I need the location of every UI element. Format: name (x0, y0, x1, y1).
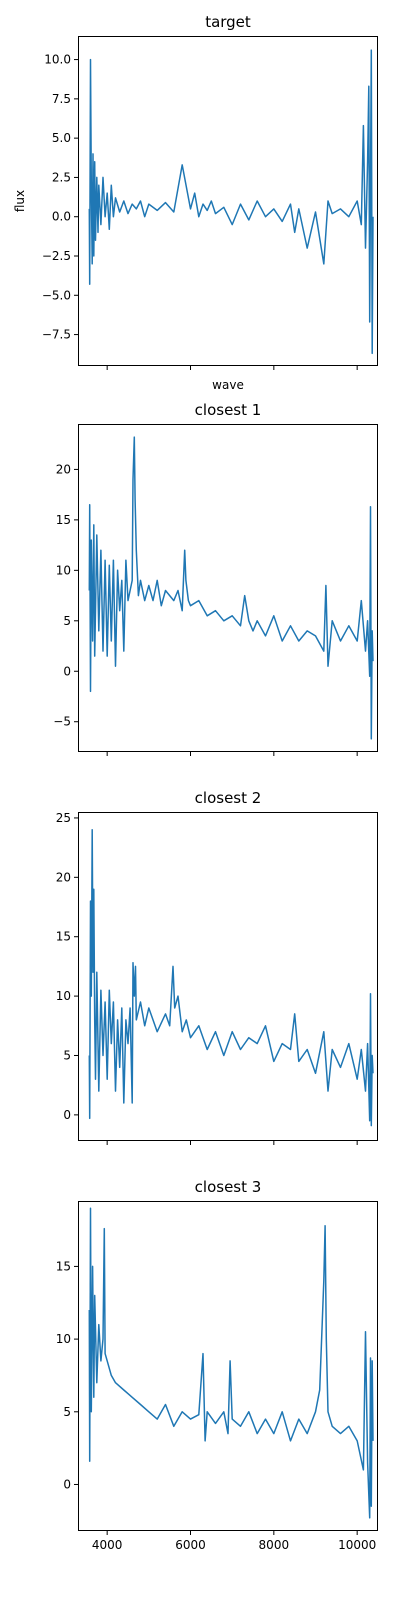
y-tick-label: 0.0 (52, 210, 71, 224)
y-tick-label: 5 (63, 1405, 71, 1419)
x-tick-label: 4000 (92, 1538, 123, 1552)
y-tick-label: 10.0 (44, 53, 71, 67)
y-tick-label: 15 (56, 1259, 71, 1273)
y-tick-label: 15 (56, 513, 71, 527)
y-tick-label: −5 (53, 715, 71, 729)
subplot-4: closest 3 0 5 10 15 4000 6000 8000 10000 (56, 1178, 378, 1552)
subplot-title: closest 2 (195, 789, 262, 807)
y-axis-label: flux (13, 190, 27, 212)
y-tick-label: 5 (63, 614, 71, 628)
x-tick-label: 10000 (338, 1538, 376, 1552)
y-tick-label: 20 (56, 870, 71, 884)
y-tick-label: 2.5 (52, 170, 71, 184)
subplot-3: closest 2 0 5 10 15 20 25 (56, 789, 378, 1145)
y-tick-label: 7.5 (52, 92, 71, 106)
x-tick-label: 8000 (259, 1538, 290, 1552)
y-tick-label: 25 (56, 811, 71, 825)
subplot-title: closest 3 (195, 1178, 262, 1196)
y-tick-label: 10 (56, 563, 71, 577)
y-tick-label: 5.0 (52, 131, 71, 145)
flux-series-line (88, 49, 374, 355)
subplot-1: target −7.5 −5.0 −2.5 0.0 2.5 5.0 7.5 10.0 wave fl… (13, 13, 378, 392)
subplot-title: closest 1 (195, 401, 262, 419)
y-tick-label: 5 (63, 1048, 71, 1062)
axes-frame (78, 1201, 378, 1531)
y-tick-label: 0 (63, 664, 71, 678)
axes-frame (78, 424, 378, 752)
axes-frame (78, 812, 378, 1141)
x-tick-label: 6000 (175, 1538, 206, 1552)
axes-frame (78, 36, 378, 366)
y-tick-label: 20 (56, 462, 71, 476)
y-tick-label: 0 (63, 1108, 71, 1122)
y-tick-label: 10 (56, 1332, 71, 1346)
y-tick-label: −2.5 (42, 249, 71, 263)
subplot-title: target (205, 13, 251, 31)
subplots: target −7.5 −5.0 −2.5 0.0 2.5 5.0 7.5 10.0 wave fl… (13, 13, 378, 1552)
y-tick-label: 15 (56, 930, 71, 944)
flux-series-line (88, 1207, 374, 1519)
y-tick-label: −7.5 (42, 328, 71, 342)
y-tick-label: 10 (56, 989, 71, 1003)
x-axis-label: wave (212, 378, 244, 392)
flux-series-line (88, 436, 374, 740)
y-tick-label: −5.0 (42, 288, 71, 302)
y-tick-label: 0 (63, 1477, 71, 1491)
subplot-2: closest 1 −5 0 5 10 15 20 (53, 401, 378, 756)
flux-series-line (88, 829, 374, 1127)
